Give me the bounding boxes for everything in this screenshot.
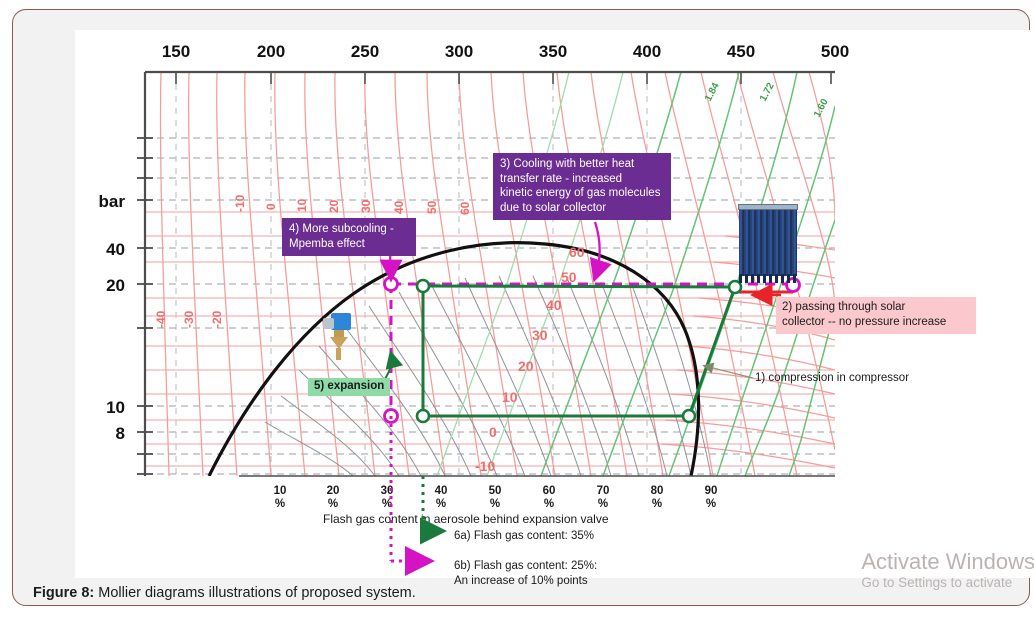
svg-text:20: 20 [327, 485, 340, 497]
svg-text:70: 70 [597, 485, 610, 497]
svg-text:10: 10 [274, 485, 287, 497]
svg-text:%: % [598, 498, 608, 510]
svg-text:%: % [706, 498, 716, 510]
svg-text:50: 50 [489, 485, 502, 497]
valve-neck [334, 330, 344, 338]
solar-collector-icon [738, 204, 798, 283]
svg-text:450: 450 [727, 42, 755, 61]
svg-text:1.60: 1.60 [812, 97, 831, 120]
svg-text:%: % [544, 498, 554, 510]
isentrope-labels: 1.84 1.72 1.60 [703, 81, 831, 120]
proposed-cycle [421, 284, 737, 418]
note-flash-gas-b: 6b) Flash gas content: 25%: An increase … [454, 560, 598, 587]
svg-text:500: 500 [821, 42, 849, 61]
figure-card: 150 200 250 300 350 400 450 500 bar 40 2… [12, 9, 1034, 606]
left-axis-ticks [137, 137, 153, 475]
collector-feet [739, 274, 797, 283]
baseline-cycle [389, 282, 793, 416]
svg-text:40: 40 [435, 485, 448, 497]
valve-cone [330, 337, 348, 349]
svg-text:-40: -40 [154, 310, 168, 328]
svg-text:20: 20 [327, 199, 341, 213]
svg-text:50: 50 [425, 200, 439, 214]
svg-text:60: 60 [543, 485, 556, 497]
svg-text:%: % [328, 498, 338, 510]
svg-text:0: 0 [264, 203, 278, 210]
collector-tubes [739, 210, 797, 276]
note-expansion: 5) expansion [308, 378, 391, 396]
svg-text:-20: -20 [210, 310, 224, 328]
valve-stem [336, 348, 341, 360]
svg-text:300: 300 [445, 42, 473, 61]
svg-text:30: 30 [532, 327, 548, 343]
isotherm-dome-labels: 60 50 40 30 20 10 0 -10 [475, 244, 585, 474]
top-axis-labels: 150 200 250 300 350 400 450 500 [162, 42, 849, 61]
saturation-dome [207, 241, 701, 476]
figure-caption-text: Mollier diagrams illustrations of propos… [94, 585, 416, 601]
collector-header [738, 204, 798, 210]
svg-text:60: 60 [458, 201, 472, 215]
top-axis-ticks [175, 72, 832, 84]
svg-text:150: 150 [162, 42, 190, 61]
svg-text:%: % [652, 498, 662, 510]
mollier-chart: 150 200 250 300 350 400 450 500 bar 40 2… [99, 42, 849, 576]
valve-actuator [331, 313, 351, 330]
svg-text:90: 90 [705, 485, 718, 497]
figure-caption-label: Figure 8: [33, 585, 95, 601]
note-compression: 1) compression in compressor [755, 372, 910, 384]
svg-text:%: % [275, 498, 285, 510]
note-flash-gas-a: 6a) Flash gas content: 35% [454, 530, 594, 542]
svg-text:80: 80 [651, 485, 664, 497]
svg-text:50: 50 [561, 269, 577, 285]
svg-text:40: 40 [546, 297, 562, 313]
svg-text:250: 250 [351, 42, 379, 61]
svg-text:0: 0 [489, 424, 497, 440]
svg-text:bar: bar [99, 192, 126, 211]
svg-text:40: 40 [392, 200, 406, 214]
plot-gridlines [145, 72, 835, 476]
svg-text:400: 400 [633, 42, 661, 61]
svg-text:20: 20 [106, 276, 125, 295]
svg-text:40: 40 [106, 240, 125, 259]
svg-text:200: 200 [257, 42, 285, 61]
svg-text:10: 10 [295, 198, 309, 212]
svg-text:-10: -10 [475, 458, 495, 474]
svg-text:10: 10 [106, 398, 125, 417]
svg-text:30: 30 [359, 199, 373, 213]
svg-text:1.72: 1.72 [758, 81, 777, 104]
svg-text:1.84: 1.84 [703, 81, 722, 104]
bottom-axis-labels: 10% 20% 30% 40% 50% 60% 70% 80% 90% [274, 485, 718, 510]
isotherm-top-labels: -10 0 10 20 30 40 50 60 [233, 194, 472, 215]
svg-text:%: % [436, 498, 446, 510]
isotherm-left-labels: -40 -30 -20 [154, 310, 224, 328]
svg-text:-30: -30 [182, 310, 196, 328]
svg-text:-10: -10 [233, 194, 247, 212]
svg-text:20: 20 [518, 358, 534, 374]
svg-text:350: 350 [539, 42, 567, 61]
expansion-valve-icon [319, 313, 355, 361]
flash-gas-indicators [389, 416, 447, 576]
callout-cooling: 3) Cooling with better heat transfer rat… [493, 153, 671, 220]
valve-coil [323, 318, 334, 329]
note-solar-collector: 2) passing through solar collector -- no… [776, 297, 976, 334]
svg-text:%: % [490, 498, 500, 510]
svg-text:%: % [382, 498, 392, 510]
y-axis-labels: bar 40 20 10 8 [99, 192, 126, 443]
svg-text:8: 8 [116, 424, 125, 443]
svg-text:60: 60 [569, 244, 585, 260]
bottom-axis-caption: Flash gas content in aerosole behind exp… [323, 512, 609, 526]
svg-text:10: 10 [502, 389, 518, 405]
figure-caption: Figure 8: Mollier diagrams illustrations… [33, 585, 416, 601]
axis-lines [143, 70, 835, 477]
callout-subcooling: 4) More subcooling - Mpemba effect [282, 218, 416, 256]
